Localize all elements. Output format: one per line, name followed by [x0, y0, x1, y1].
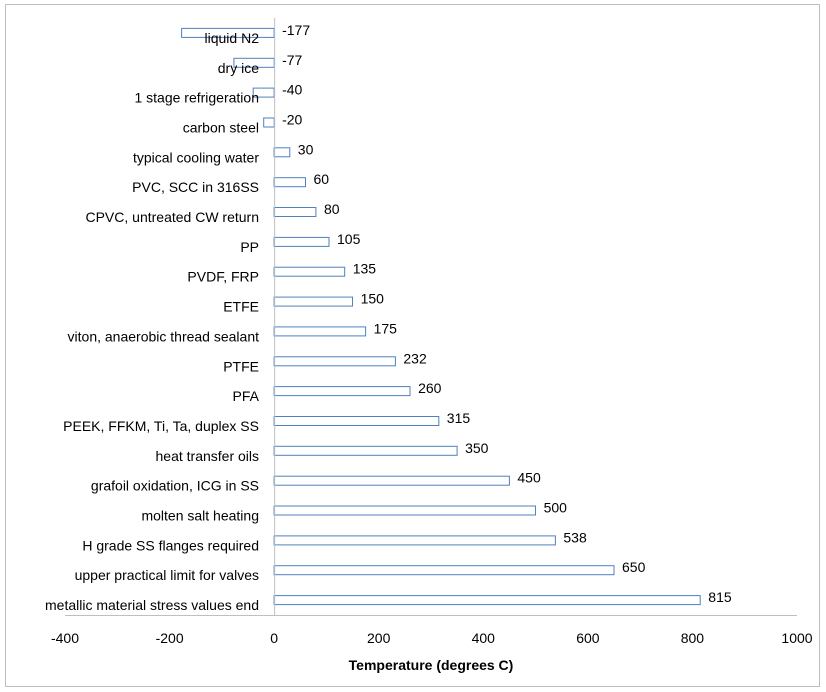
- bar: [273, 207, 317, 217]
- category-label: liquid N2: [205, 30, 260, 46]
- category-label: PVDF, FRP: [187, 269, 259, 285]
- x-tick-label: 800: [681, 630, 705, 646]
- labels-layer: liquid N2 -177 dry ice -77 1 stage refrigera…: [45, 22, 732, 613]
- category-label: PTFE: [223, 358, 259, 374]
- data-label: -40: [282, 82, 302, 98]
- x-tick-label: 600: [576, 630, 600, 646]
- category-label: ETFE: [223, 299, 259, 315]
- category-label: typical cooling water: [133, 149, 259, 165]
- bar: [273, 565, 615, 576]
- data-label: 135: [353, 261, 377, 277]
- bar: [273, 266, 346, 277]
- bar: [273, 147, 291, 158]
- bar: [273, 445, 458, 456]
- bar: [181, 27, 275, 38]
- data-label: 150: [361, 291, 385, 307]
- x-tick-labels: -400 -200 0 200 400 600 800 1000: [51, 630, 813, 646]
- bar: [252, 87, 275, 98]
- data-label: 350: [465, 440, 489, 456]
- data-label: -177: [282, 22, 310, 38]
- data-label: 450: [517, 470, 541, 486]
- category-label: dry ice: [218, 60, 259, 76]
- category-label: PVC, SCC in 316SS: [132, 179, 259, 195]
- data-label: -77: [282, 52, 302, 68]
- x-tick-label: 200: [367, 630, 391, 646]
- data-label: 30: [298, 141, 314, 157]
- category-label: grafoil oxidation, ICG in SS: [91, 478, 259, 494]
- bar: [273, 386, 411, 397]
- bars-layer: [181, 27, 701, 606]
- bar: [273, 505, 536, 516]
- x-tick-label: -400: [51, 630, 79, 646]
- bar: [273, 475, 510, 486]
- x-tick-label: 0: [270, 630, 278, 646]
- bar: [273, 416, 440, 426]
- category-label: H grade SS flanges required: [82, 537, 259, 553]
- bar: [273, 356, 396, 367]
- category-label: PEEK, FFKM, Ti, Ta, duplex SS: [63, 418, 259, 434]
- x-tick-label: 1000: [781, 630, 812, 646]
- data-label: 260: [418, 380, 442, 396]
- bar: [273, 595, 701, 606]
- category-label: metallic material stress values end: [45, 597, 259, 613]
- data-label: 315: [447, 410, 471, 426]
- data-label: 60: [314, 171, 330, 187]
- category-label: carbon steel: [183, 120, 259, 136]
- category-label: PFA: [233, 388, 260, 404]
- x-axis-title: Temperature (degrees C): [349, 657, 514, 673]
- x-tick-label: 400: [472, 630, 496, 646]
- category-label: heat transfer oils: [156, 448, 260, 464]
- category-label: molten salt heating: [141, 508, 259, 524]
- bar: [273, 177, 307, 188]
- bar: [273, 326, 367, 337]
- bar: [263, 117, 275, 128]
- bar: [273, 236, 330, 247]
- x-tick-label: -200: [156, 630, 184, 646]
- data-label: 105: [337, 231, 361, 247]
- category-label: PP: [240, 239, 259, 255]
- category-label: CPVC, untreated CW return: [85, 209, 259, 225]
- data-label: 538: [563, 529, 587, 545]
- data-label: 815: [708, 589, 732, 605]
- category-label: 1 stage refrigeration: [134, 90, 259, 106]
- bar: [273, 296, 354, 307]
- data-label: 232: [403, 350, 427, 366]
- data-label: 175: [374, 320, 398, 336]
- bar: [273, 535, 556, 546]
- category-label: upper practical limit for valves: [75, 567, 259, 583]
- category-label: viton, anaerobic thread sealant: [68, 328, 260, 344]
- data-label: -20: [282, 112, 302, 128]
- data-label: 80: [324, 201, 340, 217]
- data-label: 650: [622, 559, 646, 575]
- data-label: 500: [544, 500, 568, 516]
